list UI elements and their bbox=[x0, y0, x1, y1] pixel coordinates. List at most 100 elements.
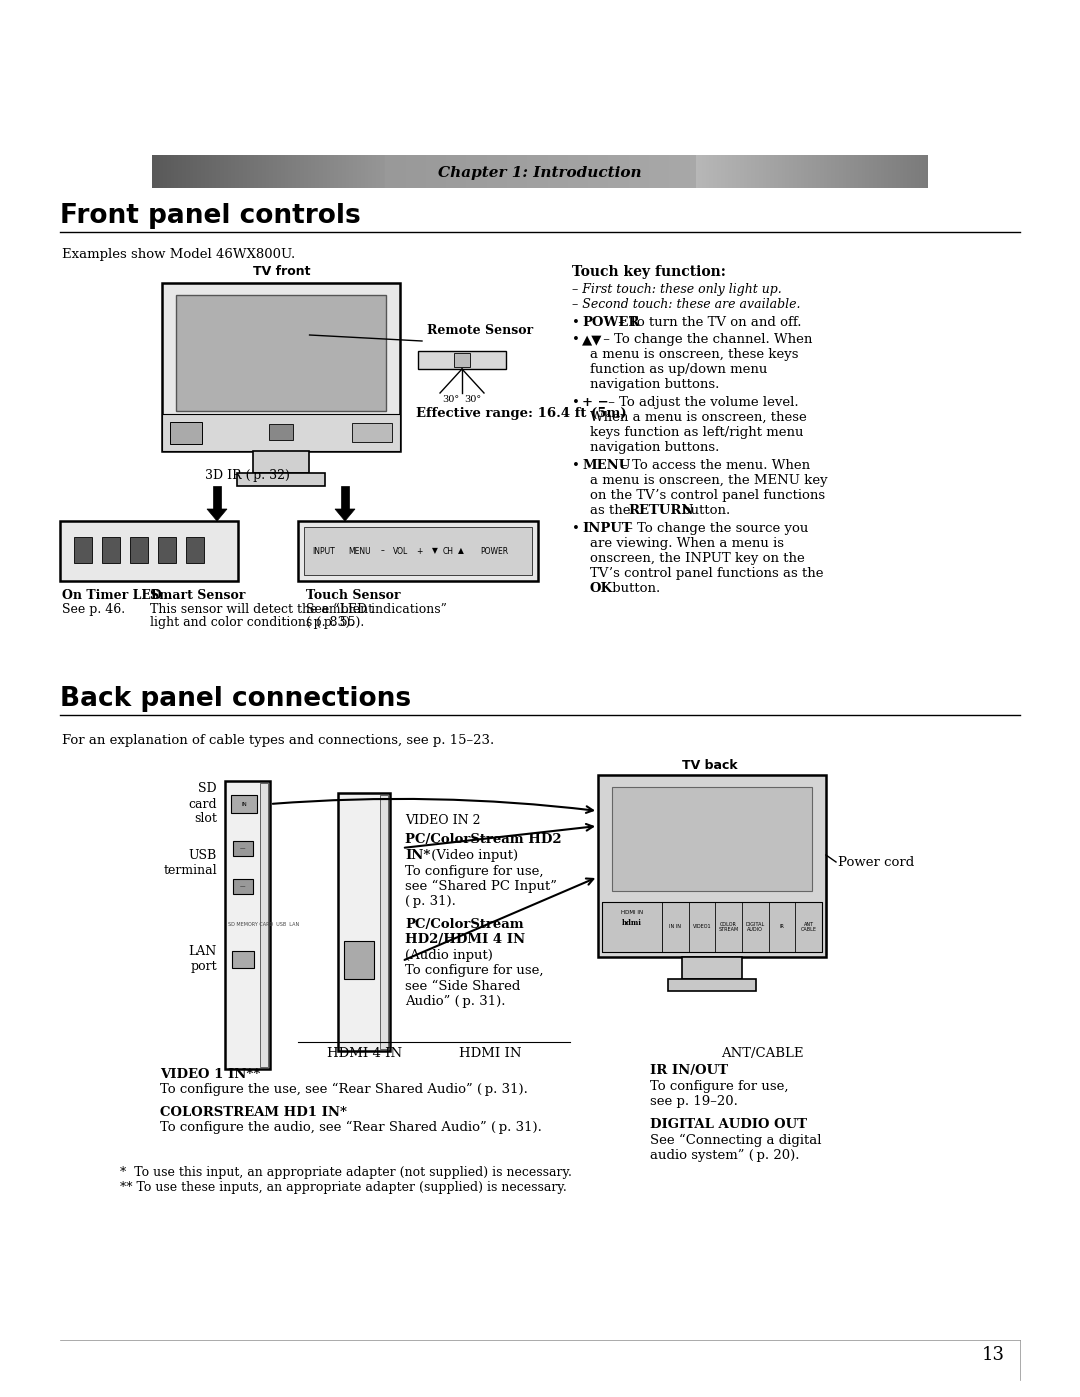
Text: POWER: POWER bbox=[582, 316, 639, 330]
Text: + −: + − bbox=[582, 395, 609, 409]
Text: see “Shared PC Input”: see “Shared PC Input” bbox=[405, 880, 557, 893]
Text: 3D IR ( p. 32): 3D IR ( p. 32) bbox=[205, 468, 289, 482]
Bar bbox=[162, 414, 400, 451]
Text: Chapter 1: Introduction: Chapter 1: Introduction bbox=[438, 165, 642, 179]
Text: CH: CH bbox=[443, 546, 454, 556]
Text: For an explanation of cable types and connections, see p. 15–23.: For an explanation of cable types and co… bbox=[62, 733, 495, 747]
Bar bbox=[418, 351, 507, 369]
Text: audio system” ( p. 20).: audio system” ( p. 20). bbox=[650, 1148, 799, 1162]
Text: IR: IR bbox=[780, 925, 784, 929]
Text: TV back: TV back bbox=[683, 759, 738, 773]
Text: +: + bbox=[416, 546, 422, 556]
Bar bbox=[669, 979, 756, 990]
Text: POWER: POWER bbox=[480, 546, 508, 556]
Text: INPUT: INPUT bbox=[582, 522, 632, 535]
Text: – First touch: these only light up.: – First touch: these only light up. bbox=[572, 284, 782, 296]
Bar bbox=[170, 422, 202, 444]
Text: ( p. 31).: ( p. 31). bbox=[405, 895, 456, 908]
Text: function as up/down menu: function as up/down menu bbox=[590, 363, 768, 376]
Circle shape bbox=[351, 1009, 361, 1018]
Text: To configure the use, see “Rear Shared Audio” ( p. 31).: To configure the use, see “Rear Shared A… bbox=[160, 1083, 528, 1097]
Text: Remote Sensor: Remote Sensor bbox=[427, 324, 534, 337]
Text: (Audio input): (Audio input) bbox=[405, 949, 492, 963]
Text: Front panel controls: Front panel controls bbox=[60, 203, 361, 229]
Text: OK: OK bbox=[590, 583, 613, 595]
Text: keys function as left/right menu: keys function as left/right menu bbox=[590, 426, 804, 439]
Bar bbox=[352, 423, 392, 441]
Text: LAN
port: LAN port bbox=[189, 944, 217, 972]
Text: a menu is onscreen, the MENU key: a menu is onscreen, the MENU key bbox=[590, 474, 827, 488]
Text: MENU: MENU bbox=[348, 546, 370, 556]
Text: •: • bbox=[572, 522, 580, 535]
Polygon shape bbox=[335, 509, 355, 521]
Bar bbox=[662, 902, 689, 951]
Text: hdmi: hdmi bbox=[622, 919, 642, 928]
Text: ▲▼: ▲▼ bbox=[582, 332, 603, 346]
Text: This sensor will detect the ambient: This sensor will detect the ambient bbox=[150, 604, 373, 616]
Text: VIDEO IN 2: VIDEO IN 2 bbox=[405, 814, 481, 827]
Bar bbox=[162, 284, 400, 451]
Bar bbox=[186, 536, 204, 563]
Bar bbox=[602, 902, 822, 951]
Text: DIGITAL AUDIO OUT: DIGITAL AUDIO OUT bbox=[650, 1118, 807, 1132]
Bar bbox=[253, 451, 309, 474]
Bar bbox=[130, 536, 148, 563]
Text: To configure for use,: To configure for use, bbox=[405, 964, 543, 977]
Text: ▼: ▼ bbox=[432, 546, 437, 556]
Text: ▲: ▲ bbox=[458, 546, 464, 556]
Bar bbox=[341, 486, 349, 509]
Text: TV front: TV front bbox=[253, 265, 311, 278]
Text: VIDEO 1 IN**: VIDEO 1 IN** bbox=[160, 1067, 260, 1081]
Text: —: — bbox=[240, 884, 246, 890]
Text: navigation buttons.: navigation buttons. bbox=[590, 441, 719, 454]
Bar bbox=[233, 841, 253, 856]
Bar bbox=[338, 793, 390, 1051]
Text: button.: button. bbox=[678, 504, 730, 517]
Bar bbox=[715, 902, 742, 951]
Bar bbox=[303, 527, 532, 576]
Text: IR IN/OUT: IR IN/OUT bbox=[650, 1065, 728, 1077]
Text: – To change the source you: – To change the source you bbox=[622, 522, 808, 535]
Text: IN IN: IN IN bbox=[670, 925, 681, 929]
Text: COLORSTREAM HD1 IN*: COLORSTREAM HD1 IN* bbox=[160, 1106, 347, 1119]
Circle shape bbox=[351, 856, 361, 866]
Text: *  To use this input, an appropriate adapter (not supplied) is necessary.: * To use this input, an appropriate adap… bbox=[120, 1166, 572, 1179]
Text: as the: as the bbox=[590, 504, 635, 517]
Bar bbox=[233, 879, 253, 894]
Text: Audio” ( p. 31).: Audio” ( p. 31). bbox=[405, 995, 505, 1009]
Bar bbox=[213, 486, 221, 509]
Bar bbox=[231, 795, 257, 813]
Text: •: • bbox=[572, 460, 580, 472]
Text: COLOR
STREAM: COLOR STREAM bbox=[718, 922, 739, 932]
Text: HDMI 4 IN: HDMI 4 IN bbox=[327, 1046, 403, 1060]
Circle shape bbox=[351, 895, 361, 907]
Text: To configure for use,: To configure for use, bbox=[650, 1080, 788, 1092]
Text: USB
terminal: USB terminal bbox=[163, 849, 217, 877]
Text: 13: 13 bbox=[982, 1345, 1005, 1363]
Text: HDMI IN: HDMI IN bbox=[621, 909, 643, 915]
Bar bbox=[689, 902, 715, 951]
Text: INPUT: INPUT bbox=[312, 546, 335, 556]
Text: HDMI IN: HDMI IN bbox=[459, 1046, 522, 1060]
Text: light and color conditions ( p. 55).: light and color conditions ( p. 55). bbox=[150, 616, 364, 629]
Bar bbox=[260, 782, 268, 1067]
Text: •: • bbox=[572, 316, 580, 330]
Text: SD MEMORY CARD  USB  LAN: SD MEMORY CARD USB LAN bbox=[228, 922, 299, 928]
Text: HD2/HDMI 4 IN: HD2/HDMI 4 IN bbox=[405, 933, 525, 946]
Text: button.: button. bbox=[608, 583, 660, 595]
Bar bbox=[269, 425, 293, 440]
Circle shape bbox=[345, 890, 367, 912]
Bar bbox=[225, 781, 270, 1069]
Bar bbox=[598, 775, 826, 957]
Text: ( p. 83).: ( p. 83). bbox=[306, 616, 354, 629]
Bar bbox=[769, 902, 795, 951]
Text: – To adjust the volume level.: – To adjust the volume level. bbox=[604, 395, 798, 409]
Circle shape bbox=[345, 849, 367, 872]
Circle shape bbox=[351, 816, 361, 826]
Text: ANT
CABLE: ANT CABLE bbox=[800, 922, 816, 932]
Text: PC/ColorStream: PC/ColorStream bbox=[405, 918, 524, 930]
Text: navigation buttons.: navigation buttons. bbox=[590, 379, 719, 391]
Text: Effective range: 16.4 ft (5m): Effective range: 16.4 ft (5m) bbox=[416, 407, 626, 420]
Text: 30°: 30° bbox=[443, 395, 460, 404]
Bar bbox=[602, 902, 662, 951]
